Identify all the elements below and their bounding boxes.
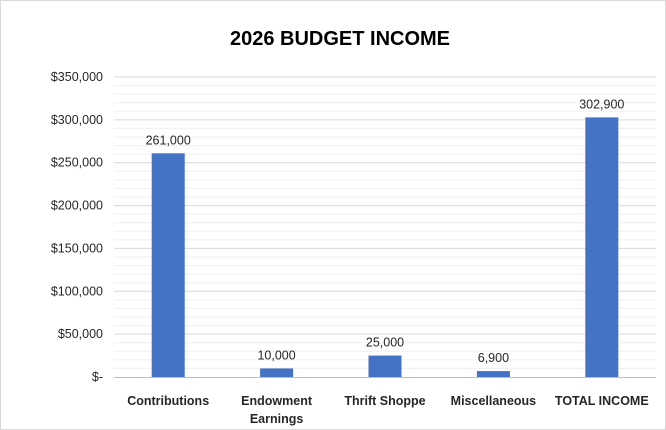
chart-title: 2026 BUDGET INCOME <box>230 28 450 50</box>
data-labels: 261,000 10,000 25,000 6,900 302,900 <box>146 97 625 365</box>
x-axis: Contributions Endowment Earnings Thrift Sho… <box>114 377 656 426</box>
bar <box>151 153 185 377</box>
x-tick-label: Endowment <box>241 394 313 408</box>
bar <box>368 355 402 377</box>
data-label: 261,000 <box>146 133 191 147</box>
y-axis: $- $50,000 $100,000 $150,000 $200,000 $250,00… <box>51 70 103 384</box>
y-tick-label: $50,000 <box>58 327 103 341</box>
y-tick-label: $250,000 <box>51 156 103 170</box>
x-tick-label: Thrift Shoppe <box>344 394 425 408</box>
gridlines <box>114 76 656 369</box>
y-tick-label: $300,000 <box>51 113 103 127</box>
data-label: 302,900 <box>579 97 624 111</box>
y-tick-label: $150,000 <box>51 241 103 255</box>
bar <box>585 117 619 377</box>
data-label: 10,000 <box>257 348 295 362</box>
y-tick-label: $- <box>92 370 103 384</box>
data-label: 25,000 <box>366 336 404 350</box>
y-tick-label: $200,000 <box>51 199 103 213</box>
bar <box>260 368 294 377</box>
x-tick-label: Earnings <box>250 412 304 426</box>
y-tick-label: $100,000 <box>51 284 103 298</box>
x-tick-label: Contributions <box>127 394 209 408</box>
x-tick-label: Miscellaneous <box>451 394 536 408</box>
x-tick-label: TOTAL INCOME <box>555 394 649 408</box>
bars <box>151 117 619 377</box>
y-tick-label: $350,000 <box>51 70 103 84</box>
bar <box>476 371 510 377</box>
data-label: 6,900 <box>478 351 509 365</box>
